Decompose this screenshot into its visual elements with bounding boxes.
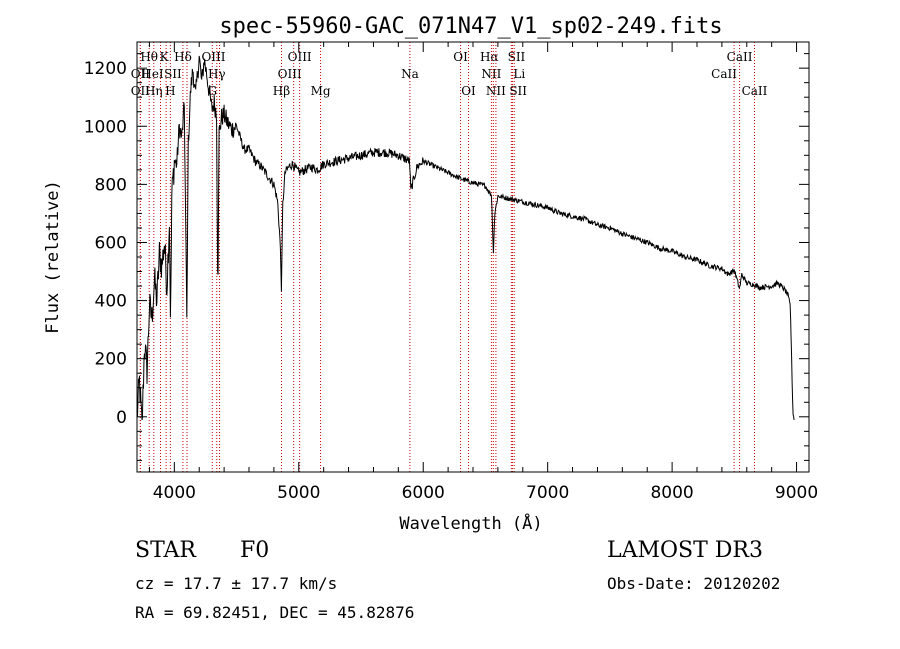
x-tick-label: 7000 [526,483,569,503]
y-tick-label: 400 [95,292,127,312]
line-label-11: Hγ [208,67,226,81]
line-label-9: G [207,84,217,98]
spectral-line-markers: HθOIIOIIHηHeIKHSIIHδGOIIIHγHβOIIIOIIIMgN… [131,42,768,472]
line-label-6: H [165,84,175,98]
line-label-5: K [160,50,170,64]
line-label-15: Mg [311,84,331,98]
line-label-26: CaII [727,50,753,64]
object-subclass: F0 [240,538,270,563]
line-label-22: SII [508,50,526,64]
line-label-25: CaII [711,67,737,81]
object-class: STAR [135,538,196,563]
x-tick-label: 5000 [277,483,320,503]
y-tick-label: 200 [95,350,127,370]
survey-name: LAMOST DR3 [607,538,763,563]
line-label-18: OI [461,84,476,98]
y-tick-label: 600 [95,233,127,253]
line-label-16: Na [401,67,419,81]
line-label-17: OI [453,50,468,64]
line-label-3: Hη [145,84,163,98]
y-tick-label: 0 [116,408,127,428]
y-tick-label: 1200 [84,59,127,79]
x-tick-label: 6000 [402,483,445,503]
line-label-1: OII [131,67,151,81]
line-label-21: NII [486,84,506,98]
plot-frame [136,41,810,473]
y-tick-label: 800 [95,175,127,195]
line-label-0: Hθ [140,50,158,64]
line-label-14: OIII [288,50,312,64]
line-label-24: SII [509,84,527,98]
observation-date: Obs-Date: 20120202 [607,574,781,593]
x-tick-label: 8000 [650,483,693,503]
x-tick-label: 9000 [775,483,818,503]
y-axis-label: Flux (relative) [43,180,63,334]
sky-coordinates: RA = 69.82451, DEC = 45.82876 [135,603,415,622]
line-label-12: Hβ [273,84,290,98]
line-label-20: Hα [480,50,499,64]
flux-series [136,55,795,421]
axes: 4000 5000 6000 7000 8000 9000 0 200 400 600 800 100… [84,42,818,503]
line-label-23: Li [513,67,525,81]
redshift-velocity: cz = 17.7 ± 17.7 km/s [135,574,338,593]
line-label-27: CaII [742,84,768,98]
line-label-19: NII [481,67,501,81]
line-label-10: OIII [201,50,225,64]
line-label-7: SII [164,67,182,81]
line-label-8: Hδ [174,50,192,64]
flux-line [136,55,795,421]
y-tick-label: 1000 [84,117,127,137]
x-axis-label: Wavelength (Å) [399,512,542,534]
line-label-2: OII [131,84,151,98]
chart-title: spec-55960-GAC_071N47_V1_sp02-249.fits [219,14,722,39]
line-label-13: OIII [278,67,302,81]
line-label-4: HeI [141,67,164,81]
x-tick-label: 4000 [153,483,196,503]
